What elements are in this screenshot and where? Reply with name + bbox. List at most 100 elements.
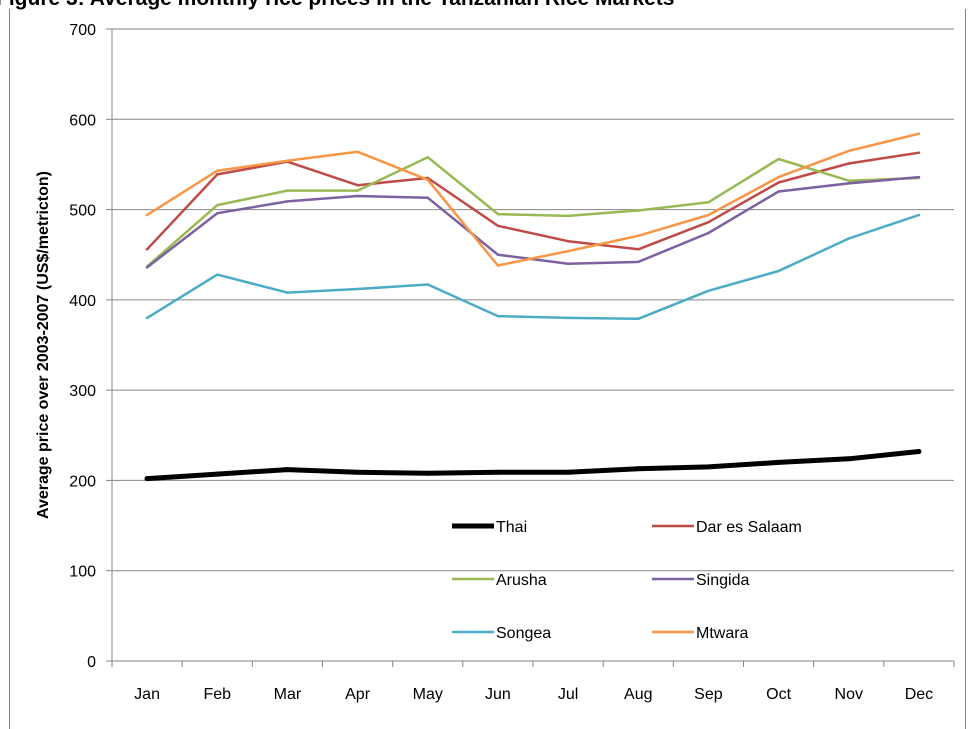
data-point <box>637 317 640 321</box>
data-point <box>705 464 711 470</box>
series-songea <box>145 213 921 321</box>
y-tick-label: 0 <box>87 654 96 671</box>
data-point <box>566 249 570 253</box>
data-point <box>356 183 359 187</box>
data-point <box>145 213 149 217</box>
data-point <box>355 469 361 475</box>
data-point <box>566 214 570 218</box>
x-tick-label: Apr <box>345 686 371 703</box>
data-point <box>917 213 921 217</box>
data-point <box>214 471 220 477</box>
data-point <box>426 283 429 286</box>
data-point <box>496 212 500 216</box>
data-point <box>917 175 921 179</box>
data-point <box>356 189 359 192</box>
x-tick-label: Sep <box>694 686 723 703</box>
data-point <box>216 273 219 276</box>
data-point <box>846 456 852 462</box>
series-line <box>144 449 922 482</box>
data-point <box>356 287 359 291</box>
data-point <box>495 469 501 475</box>
chart-title-strip: Figure 3: Average monthly rice prices in… <box>0 0 974 12</box>
legend-label: Dar es Salaam <box>696 519 802 536</box>
data-point <box>635 466 641 472</box>
data-point <box>356 194 359 198</box>
y-tick-label: 300 <box>69 383 96 400</box>
data-point <box>637 260 640 264</box>
series-line <box>145 151 921 251</box>
data-point <box>144 476 150 482</box>
x-tick-label: Nov <box>835 686 863 703</box>
legend-label: Singida <box>696 572 749 589</box>
data-point <box>216 211 219 215</box>
data-point <box>425 470 431 476</box>
x-tick-label: Feb <box>203 686 231 703</box>
data-point <box>286 200 289 203</box>
data-point <box>496 224 500 228</box>
data-point <box>707 289 710 293</box>
data-point <box>496 253 500 256</box>
x-tick-label: Dec <box>905 686 933 703</box>
x-tick-label: Jun <box>485 686 511 703</box>
data-point <box>917 132 921 135</box>
data-point <box>707 231 710 235</box>
data-point <box>637 209 640 212</box>
x-tick-label: Jan <box>134 686 160 703</box>
data-point <box>777 157 780 161</box>
chart-title: Figure 3: Average monthly rice prices in… <box>0 0 674 11</box>
data-point <box>777 269 780 273</box>
data-point <box>426 155 429 159</box>
data-point <box>917 151 921 154</box>
data-point <box>847 182 850 185</box>
data-point <box>847 237 850 240</box>
data-point <box>847 179 850 182</box>
data-point <box>847 149 850 153</box>
data-point <box>286 159 289 163</box>
data-point <box>777 190 780 193</box>
x-tick-label: May <box>413 686 443 703</box>
y-tick-label: 500 <box>69 203 96 220</box>
legend-label: Arusha <box>496 572 547 589</box>
data-point <box>707 213 710 217</box>
data-point <box>566 316 570 320</box>
data-point <box>286 291 289 294</box>
x-tick-label: Oct <box>766 686 791 703</box>
data-point <box>776 459 782 465</box>
data-point <box>216 169 219 172</box>
data-point <box>216 203 219 207</box>
data-point <box>145 248 149 251</box>
data-point <box>496 314 500 318</box>
data-point <box>566 239 570 243</box>
legend-item: Thai <box>452 519 527 536</box>
x-tick-label: Mar <box>274 686 302 703</box>
data-point <box>145 316 149 320</box>
data-point <box>916 449 922 455</box>
series-dar-es-salaam <box>145 151 921 251</box>
y-tick-label: 100 <box>69 564 96 581</box>
series-thai <box>144 449 922 482</box>
series-line <box>145 132 921 267</box>
legend-item: Singida <box>652 572 749 589</box>
legend-item: Songea <box>452 625 551 642</box>
series-line <box>145 175 921 269</box>
data-point <box>284 467 290 473</box>
data-point <box>426 196 429 200</box>
chart-frame <box>9 9 966 729</box>
series-arusha <box>145 155 921 268</box>
data-point <box>847 162 850 165</box>
data-point <box>637 234 640 238</box>
data-point <box>777 175 780 179</box>
data-point <box>496 264 500 267</box>
data-point <box>216 173 219 176</box>
data-point <box>426 178 429 182</box>
x-tick-label: Aug <box>624 686 652 703</box>
legend-label: Thai <box>496 519 527 536</box>
legend-label: Mtwara <box>696 625 749 642</box>
y-tick-label: 600 <box>69 112 96 129</box>
data-point <box>286 189 289 192</box>
data-point <box>356 150 359 154</box>
data-point <box>777 181 780 184</box>
data-point <box>145 266 149 269</box>
data-point <box>707 220 710 224</box>
